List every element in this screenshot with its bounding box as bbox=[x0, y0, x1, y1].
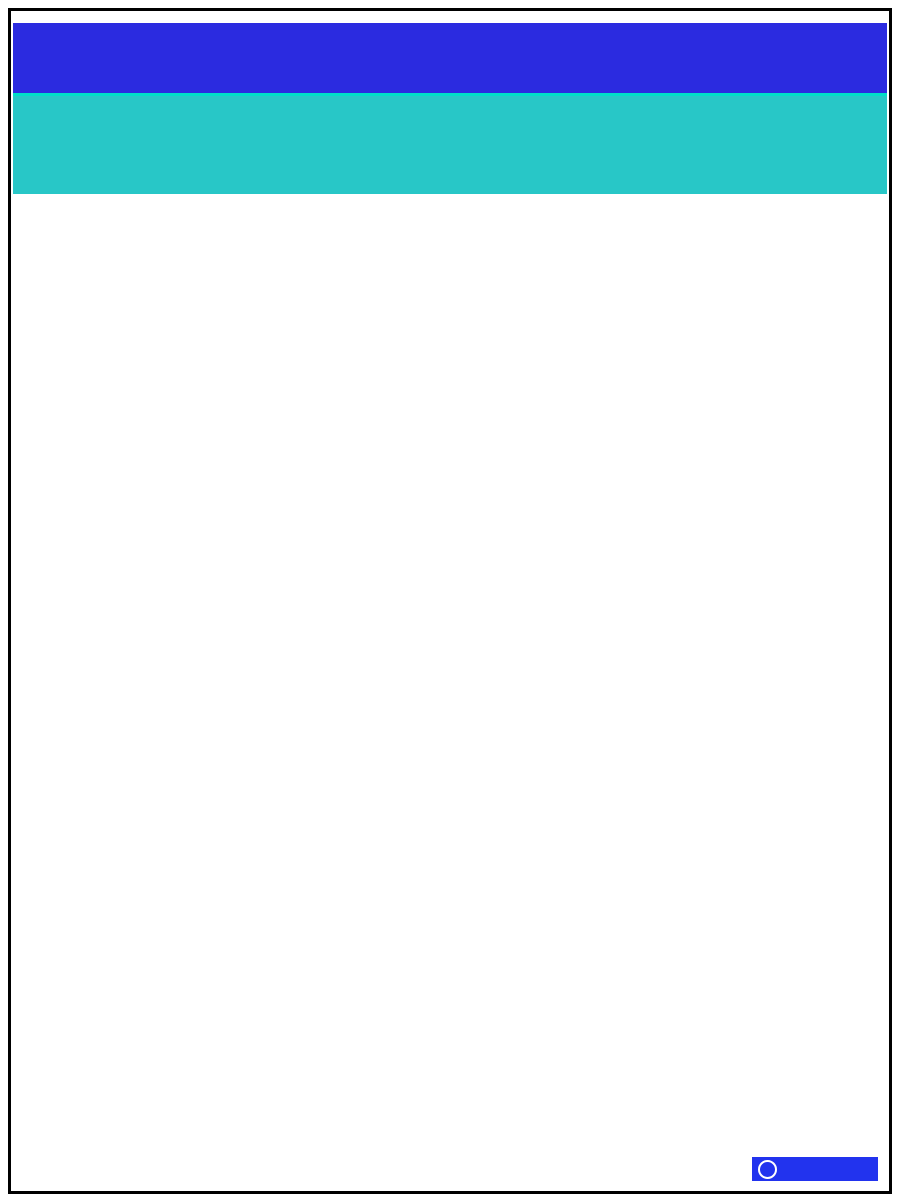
forecast-summary-table bbox=[13, 96, 887, 194]
weaclim-badge bbox=[752, 1157, 878, 1181]
outer-border bbox=[8, 8, 892, 1194]
header bbox=[13, 23, 887, 96]
copyright-icon bbox=[758, 1159, 777, 1179]
